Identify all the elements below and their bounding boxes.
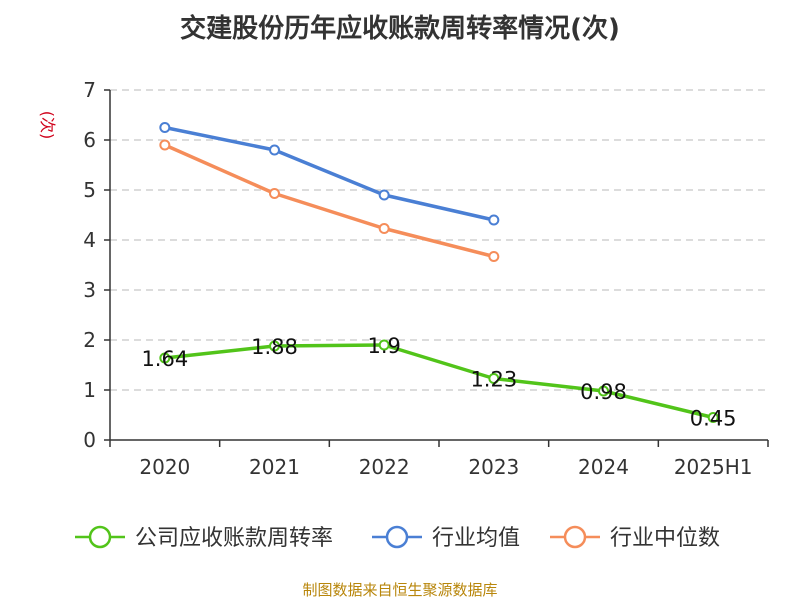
data-point: [159, 139, 171, 151]
data-label: 1.88: [251, 335, 298, 359]
data-point: [488, 373, 500, 384]
data-point: [707, 412, 719, 423]
data-labels: 1.64 1.88 1.9 1.23 0.98 0.45: [141, 334, 736, 431]
y-tick-label: 1: [83, 378, 96, 402]
axes: 0 1 2 3 4 5 6 7 (次) 2020 2021 2022 2023 2024 2025H1: [38, 78, 769, 479]
x-tick-label: 2024: [578, 455, 629, 479]
data-point: [378, 189, 390, 201]
legend-marker: [563, 525, 587, 549]
series-lines: [159, 122, 719, 423]
data-point: [269, 144, 280, 156]
y-tick-label: 3: [83, 278, 96, 302]
legend-marker: [385, 525, 409, 549]
data-point: [488, 214, 500, 226]
legend: 公司应收账款周转率 行业均值 行业中位数: [75, 525, 720, 551]
series-line: [164, 125, 495, 222]
x-tick-label: 2020: [139, 455, 190, 479]
x-tick-label: 2025H1: [674, 455, 753, 479]
series-line: [164, 343, 714, 420]
chart-title: 交建股份历年应收账款周转率情况(次): [180, 14, 620, 44]
data-point: [269, 340, 280, 352]
legend-label: 行业中位数: [610, 526, 720, 551]
y-tick-label: 6: [83, 128, 96, 152]
data-point: [378, 339, 390, 351]
source-note: 制图数据来自恒生聚源数据库: [302, 581, 498, 599]
data-point: [378, 223, 390, 234]
x-tick-label: 2021: [249, 455, 300, 479]
data-label: 1.64: [141, 347, 188, 371]
data-point: [598, 385, 609, 397]
data-label: 1.9: [367, 334, 400, 358]
legend-label: 行业均值: [432, 526, 520, 551]
series-line: [164, 143, 495, 259]
data-label: 0.45: [690, 407, 737, 431]
y-axis-unit-label: (次): [38, 111, 57, 140]
y-tick-label: 7: [83, 78, 96, 102]
x-tick-label: 2022: [359, 455, 410, 479]
x-tick-label: 2023: [468, 455, 519, 479]
data-point: [269, 188, 280, 199]
data-point: [159, 352, 171, 364]
y-tick-label: 2: [83, 328, 96, 352]
legend-label: 公司应收账款周转率: [135, 526, 333, 551]
y-tick-label: 4: [83, 228, 96, 252]
data-point: [159, 122, 171, 133]
data-label: 1.23: [470, 368, 517, 392]
data-label: 0.98: [580, 380, 627, 404]
legend-marker: [88, 525, 112, 549]
y-tick-label: 5: [83, 178, 96, 202]
y-tick-label: 0: [83, 428, 96, 452]
data-point: [488, 251, 500, 262]
